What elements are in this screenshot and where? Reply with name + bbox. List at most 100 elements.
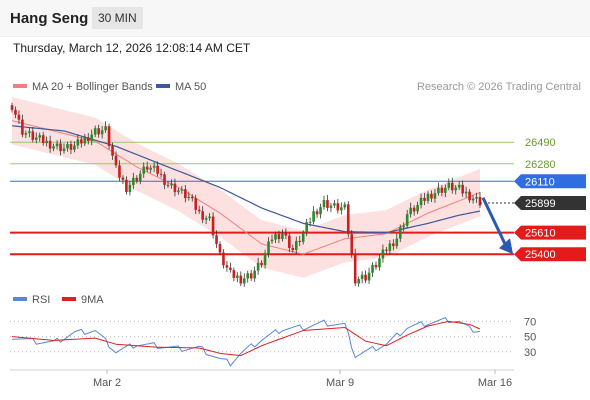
candle-body	[246, 273, 250, 279]
interval-button[interactable]: 30 MIN	[92, 7, 143, 29]
candle-body	[312, 211, 315, 222]
candle-body	[350, 234, 354, 254]
candle-body	[28, 131, 31, 133]
candle-body	[426, 193, 430, 201]
candle-body	[478, 196, 482, 206]
candle-body	[145, 166, 149, 170]
candle-body	[156, 165, 159, 174]
level-label-25400-text: 25400	[525, 249, 556, 261]
header-bar: Hang Seng 30 MIN	[0, 0, 590, 37]
level-label-25610-bg	[514, 225, 586, 240]
candle-body	[90, 134, 94, 142]
symbol-name: Hang Seng	[10, 10, 89, 27]
candle-body	[308, 221, 312, 223]
candle-body	[364, 274, 367, 281]
candle-body	[135, 177, 139, 181]
x-axis: Mar 2 Mar 9 Mar 16	[93, 370, 512, 389]
level-label-26280-text: 26280	[525, 159, 556, 171]
level-label-25610: 25610	[514, 225, 586, 240]
rsi-tick-label: 50	[524, 332, 536, 344]
candle-body	[392, 243, 395, 247]
ma50-line	[11, 125, 481, 234]
rsi-chart: 70 50 30	[10, 316, 536, 367]
candle-body	[41, 135, 45, 144]
candle-body	[402, 225, 406, 228]
candle-body	[152, 165, 156, 168]
candle-body	[225, 265, 229, 268]
rsi-legend-swatch	[13, 297, 27, 301]
candle-body	[76, 139, 80, 146]
candle-body	[388, 243, 392, 251]
candle-body	[288, 235, 291, 248]
candle-body	[374, 264, 378, 268]
rsi-tick-label: 30	[524, 347, 536, 359]
candle-body	[284, 233, 288, 236]
candle-body	[475, 196, 478, 199]
candle-body	[315, 211, 319, 215]
candle-body	[242, 278, 246, 284]
candle-body	[416, 204, 419, 212]
bollinger-band	[12, 97, 480, 278]
ma50-legend-label: MA 50	[175, 81, 206, 93]
last-price-label-bg	[514, 195, 586, 210]
candle-body	[142, 166, 146, 174]
candle-body	[48, 140, 52, 149]
copyright-text: Research © 2026 Trading Central	[417, 81, 581, 93]
candle-body	[45, 140, 48, 144]
bollinger-legend-swatch	[13, 84, 27, 88]
candle-body	[353, 253, 357, 284]
ma9-legend-label: 9MA	[81, 294, 104, 306]
candle-body	[170, 183, 173, 186]
candle-body	[190, 196, 194, 199]
candle-body	[329, 205, 333, 208]
candle-body	[381, 249, 385, 259]
candle-body	[291, 247, 295, 251]
candle-body	[149, 167, 152, 170]
candle-body	[301, 232, 305, 242]
candle-body	[86, 137, 90, 142]
candle-body	[326, 200, 329, 208]
candle-body	[211, 216, 215, 236]
candle-body	[163, 174, 166, 185]
candle-body	[274, 234, 277, 240]
candle-body	[80, 139, 83, 144]
candle-body	[173, 183, 177, 193]
level-label-25610-text: 25610	[525, 228, 556, 240]
level-label-26490: 26490	[525, 137, 556, 149]
candle-body	[184, 189, 187, 199]
forecast-arrow	[481, 197, 509, 249]
candle-body	[419, 197, 423, 205]
candle-body	[249, 273, 253, 279]
candle-body	[73, 145, 76, 150]
level-label-26110-text: 26110	[525, 176, 555, 188]
candle-body	[187, 196, 191, 199]
candle-body	[52, 146, 55, 149]
candle-body	[107, 126, 111, 147]
last-price-label-text: 25899	[525, 198, 556, 210]
rsi-tick-label: 70	[524, 316, 536, 328]
level-label-26280: 26280	[525, 159, 556, 171]
timestamp: Thursday, March 12, 2026 12:08:14 AM CET	[13, 41, 251, 55]
candle-body	[430, 193, 433, 199]
candle-body	[239, 275, 243, 284]
candle-body	[194, 198, 198, 210]
rsi-series-9ma	[11, 320, 481, 357]
candle-body	[336, 203, 340, 211]
candle-body	[385, 249, 388, 251]
candle-body	[128, 184, 132, 193]
candle-body	[444, 187, 447, 193]
ma20-line	[11, 120, 481, 255]
candle-body	[437, 187, 440, 194]
candle-body	[405, 214, 409, 226]
candle-body	[17, 114, 21, 120]
candle-body	[270, 239, 274, 242]
candle-body	[55, 143, 59, 147]
candle-body	[97, 128, 100, 135]
candle-body	[132, 177, 135, 185]
price-chart: 26490 26280 26110 25610 25400 25899	[10, 97, 586, 287]
last-price-label: 25899	[514, 195, 586, 210]
candle-body	[253, 270, 256, 279]
candle-body	[24, 133, 28, 135]
candle-body	[447, 182, 451, 188]
